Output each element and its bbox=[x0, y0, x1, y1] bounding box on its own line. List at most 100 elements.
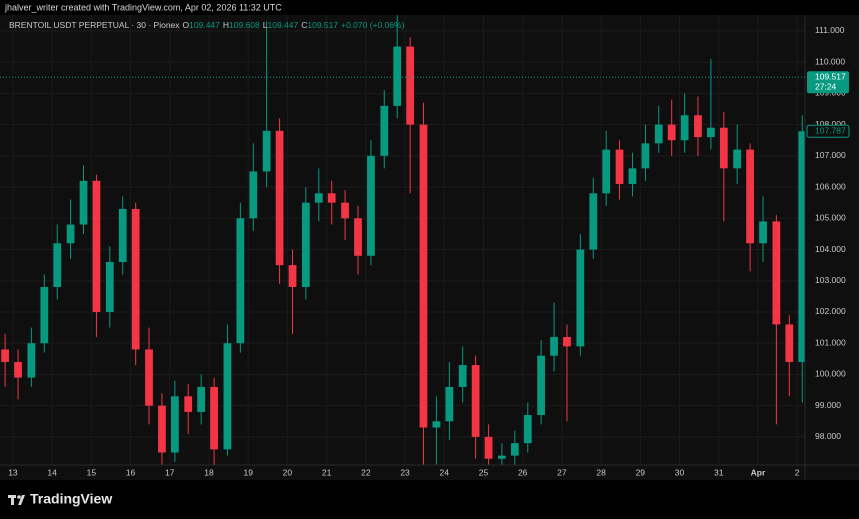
change: +0.070 (+0.06%) bbox=[341, 20, 404, 30]
ohlc-value: 109.517 bbox=[307, 20, 338, 30]
y-tick-label: 105.000 bbox=[815, 213, 846, 223]
last-price-box bbox=[807, 71, 849, 94]
candles bbox=[1, 15, 805, 465]
price-marker-box bbox=[806, 124, 850, 138]
candle-body bbox=[772, 221, 781, 325]
y-tick-label: 106.000 bbox=[815, 181, 846, 191]
candle-body bbox=[105, 262, 114, 312]
candle-body bbox=[14, 361, 22, 378]
candle-body bbox=[680, 115, 689, 141]
credit: jhalver_writer created with TradingView.… bbox=[4, 2, 282, 12]
candle-body bbox=[92, 180, 101, 312]
candle-body bbox=[341, 202, 349, 219]
x-tick-label: 29 bbox=[636, 467, 646, 477]
candle-body bbox=[223, 343, 232, 450]
candle-body bbox=[262, 130, 271, 172]
candle-body bbox=[288, 265, 297, 287]
y-tick-label: 101.000 bbox=[815, 337, 846, 347]
ohlc-key: H bbox=[223, 20, 229, 30]
candle-body bbox=[275, 130, 284, 266]
candle-body bbox=[367, 155, 375, 256]
candle-body bbox=[707, 127, 715, 138]
x-tick-label: 27 bbox=[557, 467, 567, 477]
candle-body bbox=[210, 386, 218, 450]
x-tick-label: 18 bbox=[204, 467, 214, 477]
x-tick-label: Apr bbox=[751, 467, 766, 477]
x-tick-label: 31 bbox=[714, 467, 724, 477]
ohlc-key: C bbox=[301, 20, 307, 30]
candle-body bbox=[537, 355, 545, 416]
candle-body bbox=[406, 46, 415, 125]
candle-body bbox=[654, 124, 663, 144]
price-marker-label: 107.787 bbox=[815, 126, 846, 136]
candle-body bbox=[354, 218, 362, 256]
candle-body bbox=[249, 171, 258, 219]
ohlc-key: L bbox=[263, 20, 268, 30]
x-tick-label: 23 bbox=[400, 467, 410, 477]
candle-body bbox=[759, 221, 767, 244]
candle-body bbox=[602, 149, 611, 194]
candle-body bbox=[733, 149, 742, 169]
candle-body bbox=[145, 349, 153, 406]
countdown: 27:24 bbox=[815, 81, 837, 91]
brand: TradingView bbox=[30, 491, 112, 507]
candle-body bbox=[641, 143, 650, 169]
y-tick-label: 103.000 bbox=[815, 275, 846, 285]
candle-body bbox=[131, 208, 140, 350]
candle-body bbox=[197, 386, 206, 412]
candle-body bbox=[563, 336, 571, 347]
candle-body bbox=[471, 365, 480, 437]
candle-body bbox=[445, 386, 454, 422]
candle-body bbox=[380, 105, 389, 156]
candle-body bbox=[170, 396, 179, 453]
candle-body bbox=[79, 180, 88, 225]
x-tick-label: 13 bbox=[8, 467, 18, 477]
candle-body bbox=[158, 405, 166, 453]
brand-logo bbox=[8, 495, 25, 505]
ohlc-key: O bbox=[183, 20, 190, 30]
x-tick-label: 22 bbox=[361, 467, 371, 477]
candle-body bbox=[576, 249, 585, 347]
candle-body bbox=[615, 149, 624, 184]
candle-body bbox=[327, 193, 336, 203]
last-price-label: 109.517 bbox=[815, 71, 846, 81]
candle-body bbox=[484, 436, 493, 459]
candle-body bbox=[746, 149, 754, 244]
plot bbox=[0, 15, 805, 465]
candle-body bbox=[694, 115, 702, 138]
y-tick-label: 98.000 bbox=[815, 431, 841, 441]
x-tick-label: 17 bbox=[165, 467, 175, 477]
x-tick-label: 14 bbox=[47, 467, 57, 477]
candle-body bbox=[301, 202, 310, 287]
chart-area bbox=[0, 15, 859, 480]
candle-body bbox=[589, 193, 598, 250]
candle-body bbox=[118, 208, 127, 263]
candle-body bbox=[523, 415, 532, 444]
y-tick-label: 99.000 bbox=[815, 400, 841, 410]
candle-body bbox=[667, 124, 676, 141]
candle-body bbox=[510, 443, 519, 456]
candle-body bbox=[1, 349, 9, 362]
ohlc-value: 109.447 bbox=[189, 20, 220, 30]
candle-body bbox=[458, 365, 467, 387]
candle-body bbox=[719, 127, 728, 169]
y-tick-label: 108.000 bbox=[815, 119, 846, 129]
candle-body bbox=[40, 286, 49, 344]
x-tick-label: 25 bbox=[479, 467, 489, 477]
x-tick-label: 20 bbox=[283, 467, 293, 477]
x-tick-label: 16 bbox=[126, 467, 136, 477]
x-tick-label: 30 bbox=[675, 467, 685, 477]
candle-body bbox=[550, 336, 558, 356]
candle-body bbox=[184, 396, 193, 412]
candle-body bbox=[314, 193, 323, 203]
x-tick-label: 28 bbox=[596, 467, 606, 477]
ohlc-value: 109.608 bbox=[229, 20, 260, 30]
y-tick-label: 110.000 bbox=[815, 56, 845, 66]
candle-body bbox=[432, 421, 441, 428]
candle-body bbox=[798, 131, 805, 362]
legend: BRENTOIL USDT PERPETUAL · 30 · Pionex O10… bbox=[9, 20, 405, 30]
candle-body bbox=[393, 46, 402, 106]
x-tick-label: 2 bbox=[795, 467, 800, 477]
x-tick-label: 19 bbox=[243, 467, 253, 477]
